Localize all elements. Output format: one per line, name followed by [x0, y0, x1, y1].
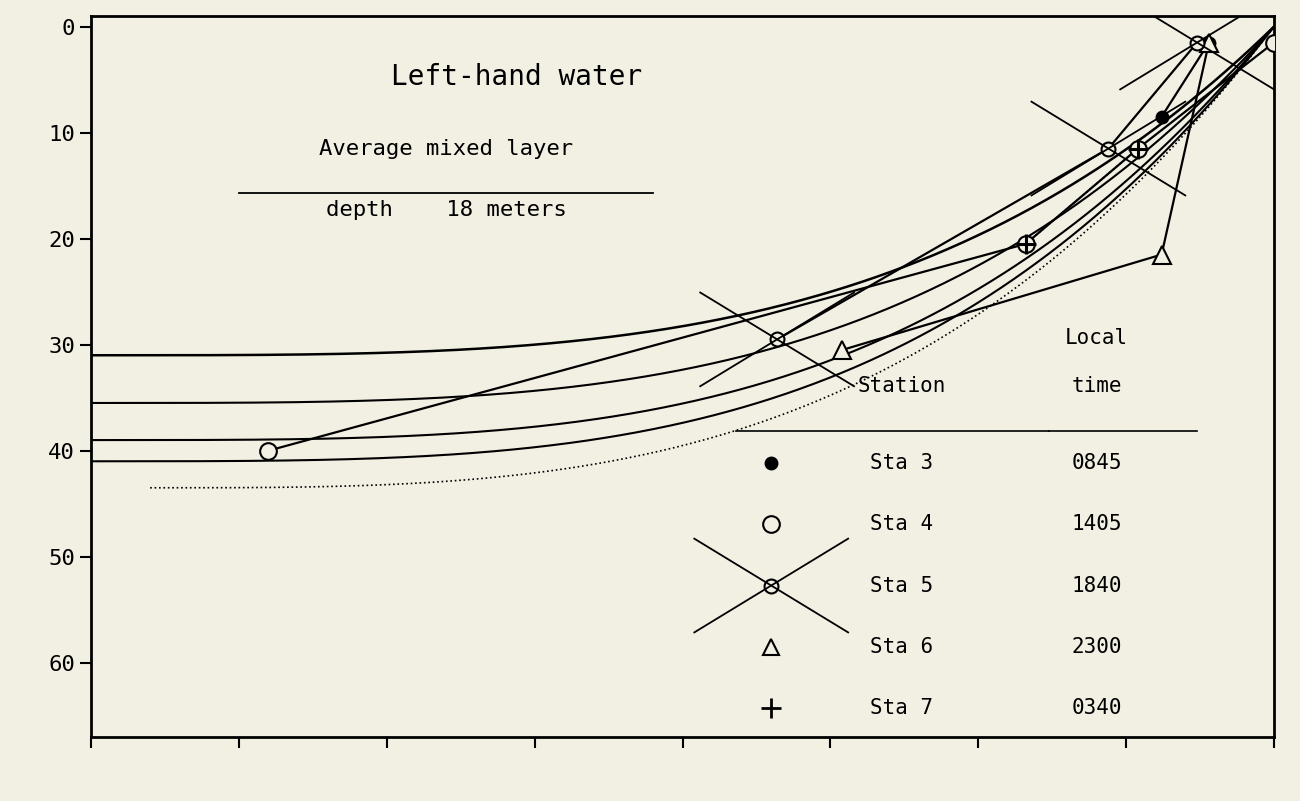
Text: 0845: 0845	[1071, 453, 1122, 473]
Text: Sta 5: Sta 5	[870, 576, 933, 595]
Text: Sta 3: Sta 3	[870, 453, 933, 473]
Text: 1840: 1840	[1071, 576, 1122, 595]
Text: Sta 4: Sta 4	[870, 514, 933, 534]
Text: Average mixed layer: Average mixed layer	[318, 139, 573, 159]
Text: Sta 7: Sta 7	[870, 698, 933, 718]
Text: 1405: 1405	[1071, 514, 1122, 534]
Text: Left-hand water: Left-hand water	[391, 62, 642, 91]
Text: 0340: 0340	[1071, 698, 1122, 718]
Text: Station: Station	[857, 376, 945, 396]
Text: depth    18 meters: depth 18 meters	[325, 200, 567, 219]
Text: Sta 6: Sta 6	[870, 637, 933, 657]
Text: 2300: 2300	[1071, 637, 1122, 657]
Text: Local: Local	[1065, 328, 1128, 348]
Text: time: time	[1071, 376, 1122, 396]
